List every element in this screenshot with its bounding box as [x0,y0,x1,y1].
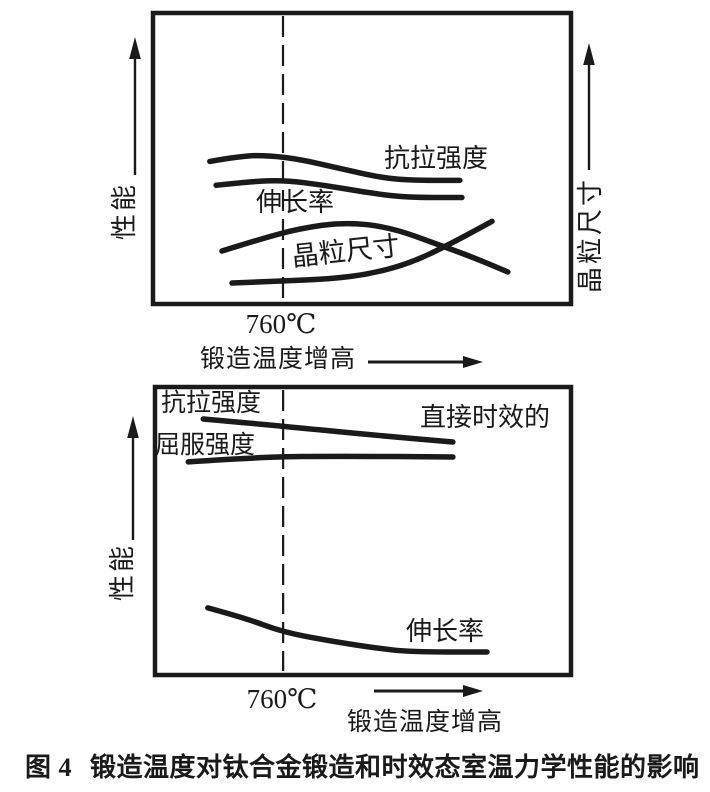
top-chart-temperature-tick: 760℃ [245,309,317,339]
top-left-y-axis-arrow [129,37,141,175]
top-chart-right-y-axis-label: 晶粒尺寸 [576,176,605,294]
bottom-chart-temperature-tick: 760℃ [246,684,318,714]
plot-area-0 [150,10,574,307]
plot-frame [152,384,574,678]
top-chart-tensile-strength-label: 抗拉强度 [384,144,489,173]
bottom-chart-elongation-label: 伸长率 [406,617,485,646]
top-right-y-axis-arrow [583,43,595,170]
curve-晶粒尺寸 [229,218,495,286]
top-chart-x-axis-label: 锻造温度增高 [200,346,357,373]
bottom-x-axis-arrow [374,685,483,697]
curve-series-1 [213,178,465,201]
plot-area-1 [152,384,574,678]
plot-frame [150,10,574,307]
bottom-chart-yield-strength-label: 屈服强度 [155,432,256,459]
bottom-chart-direct-aged-annotation: 直接时效的 [420,403,551,432]
figure-caption-text: 锻造温度对钛合金锻造和时效态室温力学性能的影响 [90,753,700,782]
figure-caption: 图 4 锻造温度对钛合金锻造和时效态室温力学性能的影响 [25,755,700,781]
top-chart-y-axis-label: 性能 [110,181,139,241]
curve-屈服强度 [185,453,456,465]
curve-伸长率 [205,605,490,655]
curve-抗拉强度 [200,416,456,445]
curve-抗拉强度 [207,152,463,184]
bottom-chart-tensile-strength-label: 抗拉强度 [161,390,262,417]
figure-caption-number: 图 4 [25,753,73,782]
top-x-axis-arrow [368,356,483,368]
bottom-chart-y-axis-label: 性能 [108,542,137,602]
top-chart-elongation-label: 伸长率 [256,188,335,217]
bottom-left-y-axis-arrow [127,416,139,540]
curve-伸长率 [219,220,511,275]
bottom-chart-x-axis-label: 锻造温度增高 [347,709,504,736]
